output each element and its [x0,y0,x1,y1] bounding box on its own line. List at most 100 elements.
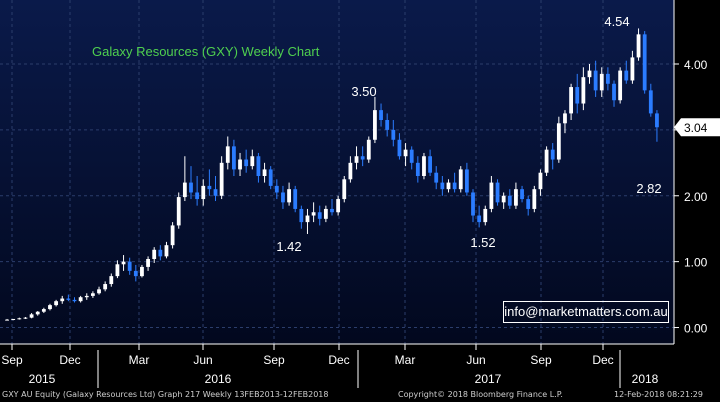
candle [538,169,543,196]
candle-body [507,195,512,206]
candle-body [563,113,567,124]
candle [115,260,120,279]
x-tick-label: Mar [395,353,416,367]
candle [507,189,512,209]
candle-body [115,264,120,277]
candle [648,83,653,117]
x-tick-label: Jun [466,353,485,367]
candle [256,152,261,183]
candle-body [434,172,439,183]
axis-background [674,0,720,344]
candle [225,136,230,170]
candle-body [244,159,249,167]
candle-body [556,123,561,160]
candle [323,205,328,223]
candle [397,133,402,160]
candle-body [256,156,261,176]
candle [636,28,641,61]
candle-body [213,189,218,196]
candle-body [281,192,285,203]
candle [262,162,267,183]
candle-body [464,169,469,193]
candle [593,60,598,97]
candle [415,156,420,183]
candle [127,257,132,275]
candle-body [146,259,150,267]
candle [556,116,561,163]
candle [422,152,426,180]
price-chart: 0.001.002.003.004.00 SepDecMarJunSepDecM… [0,0,720,388]
email-label: info@marketmatters.com.au [503,301,669,323]
candle [29,313,34,319]
candle-body [575,87,580,104]
y-tick-label: 0.00 [684,322,708,336]
candle-body [581,77,586,104]
candle-body [189,182,193,193]
candle [195,176,200,206]
candle [317,205,322,226]
candle [532,185,537,213]
candle-body [262,169,267,176]
candle-body [54,301,59,306]
candle-body [348,162,353,180]
candle [550,143,555,170]
candle [66,294,71,302]
gridlines [0,0,674,344]
candle [90,291,95,298]
x-tick-label: Dec [328,353,349,367]
candle [563,110,567,134]
candle-body [550,149,555,160]
candle [146,256,150,271]
candle-body [354,156,359,163]
x-tick-label: Jun [193,353,212,367]
candle-body [544,149,549,173]
candle-body [612,83,616,101]
candle-body [342,179,347,200]
candle-body [11,318,16,320]
candle [599,67,604,97]
candle [244,149,249,173]
candle-body [526,199,531,209]
candle-body [624,70,629,81]
candle [23,316,28,319]
candle-body [293,189,298,209]
candle-body [532,189,537,209]
candle-body [268,169,273,186]
candle [158,245,163,261]
footer-bar: GXY AU Equity (Galaxy Resources Ltd) Gra… [0,388,720,402]
candle [152,247,157,263]
candle [189,166,193,200]
candle [348,156,353,183]
candle-body [207,185,212,190]
candle [164,241,169,259]
candle-body [164,245,169,257]
candle-body [397,139,402,157]
candle-body [642,34,647,91]
candle-body [446,182,451,190]
candle [624,60,629,84]
candle [54,299,59,307]
candle [446,179,451,193]
candle [471,189,475,223]
candle-body [287,189,291,203]
annotation-label: 4.54 [604,14,629,29]
candle [207,169,212,196]
candle [428,149,432,176]
x-year-label: 2015 [29,372,56,386]
last-price-tag-label: 3.04 [684,121,708,135]
candle [373,96,377,144]
candle-body [403,149,408,157]
candle-body [274,185,279,193]
y-tick-label: 1.00 [684,256,708,270]
candle-body [133,270,138,277]
x-year-label: 2016 [205,372,232,386]
candle-body [452,182,457,190]
candle-body [225,146,230,163]
candle-body [311,212,316,216]
candle [409,146,414,170]
candle-body [501,195,506,203]
candle [17,317,22,320]
candle [342,176,347,203]
candle-body [29,314,34,318]
